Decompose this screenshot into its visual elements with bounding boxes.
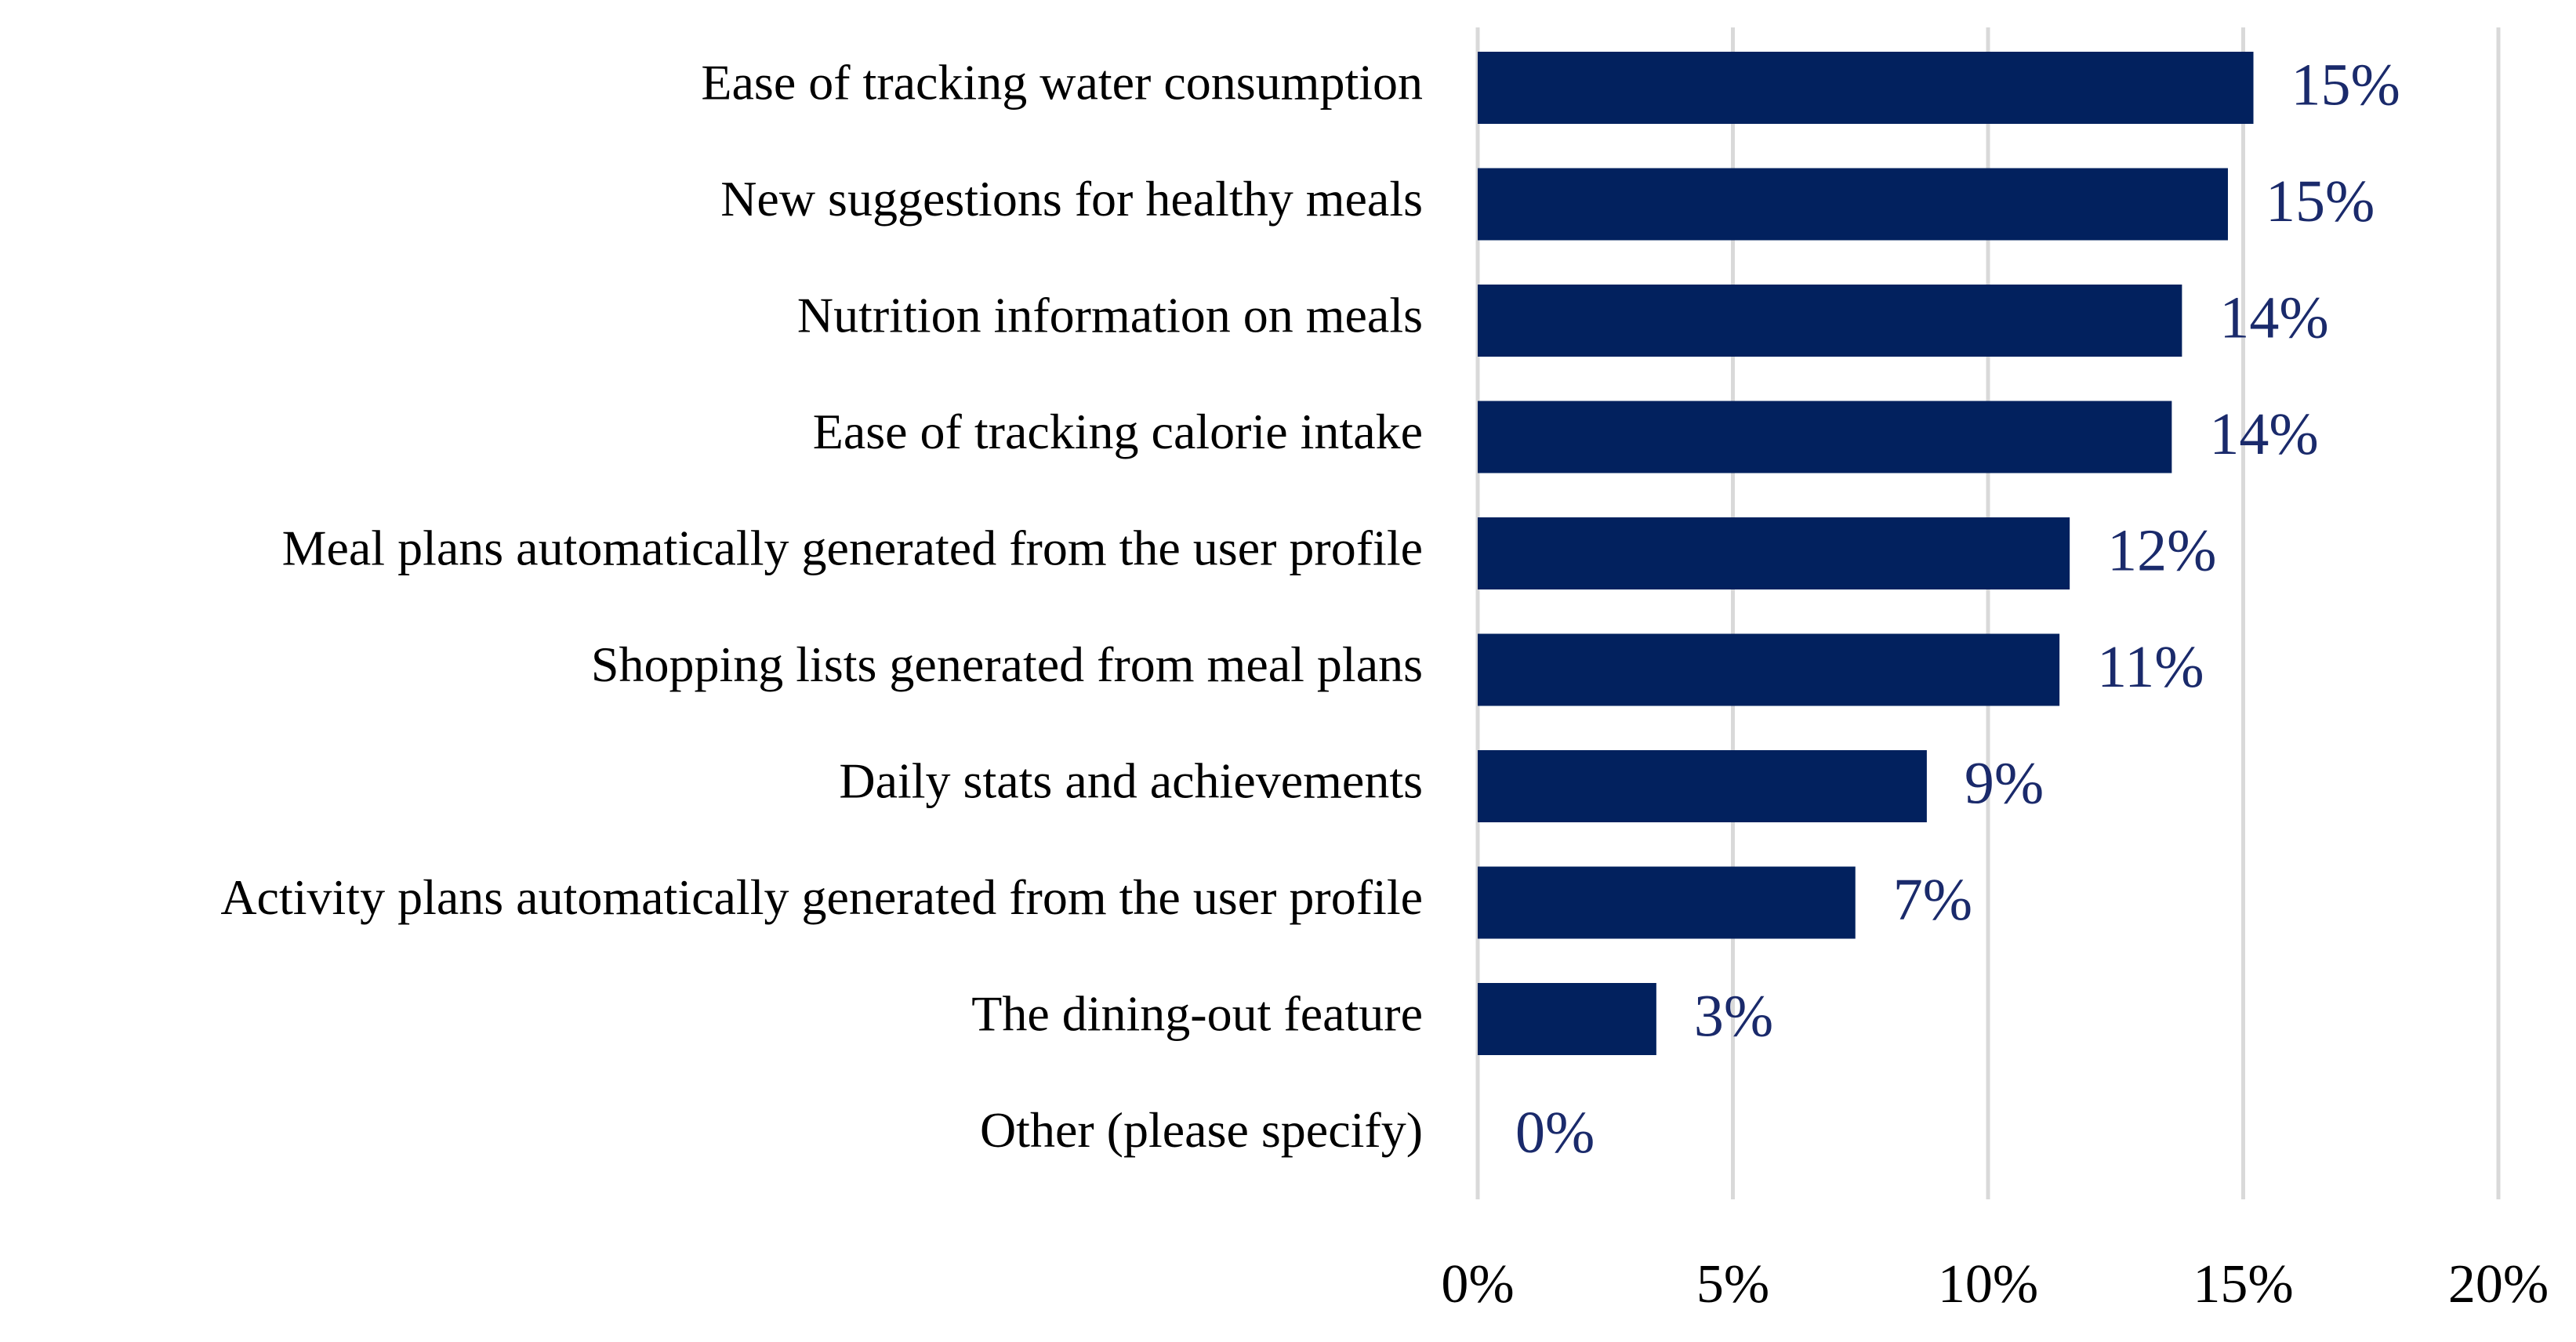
category-label: Meal plans automatically generated from … — [282, 520, 1423, 576]
data-label: 15% — [2291, 52, 2400, 118]
bar — [1478, 401, 2172, 473]
bar — [1478, 866, 1856, 939]
data-label: 11% — [2097, 634, 2204, 700]
bar — [1478, 52, 2254, 124]
bar — [1478, 168, 2228, 241]
x-tick-label: 5% — [1696, 1254, 1769, 1315]
bar — [1478, 633, 2060, 706]
category-labels: Ease of tracking water consumption New su… — [220, 55, 1423, 1159]
data-label: 3% — [1694, 983, 1773, 1049]
data-label: 14% — [2219, 285, 2328, 350]
data-label: 9% — [1965, 750, 2044, 816]
data-labels: 15% 15% 14% 14% 12% 11% 9% 7% 3% 0% — [1515, 52, 2400, 1166]
data-label: 12% — [2107, 517, 2216, 583]
x-tick-label: 10% — [1938, 1254, 2038, 1315]
bar — [1478, 750, 1927, 822]
category-label: New suggestions for healthy meals — [720, 171, 1423, 227]
data-label: 15% — [2266, 169, 2375, 234]
category-label: Ease of tracking water consumption — [701, 55, 1423, 111]
bar — [1478, 983, 1656, 1055]
category-label: Other (please specify) — [980, 1102, 1423, 1158]
bar — [1478, 517, 2070, 589]
data-label: 7% — [1893, 867, 1972, 933]
bars — [1478, 52, 2254, 1055]
x-tick-label: 0% — [1441, 1254, 1514, 1315]
data-label: 14% — [2209, 401, 2318, 467]
category-label: Ease of tracking calorie intake — [813, 404, 1423, 459]
bar — [1478, 285, 2182, 357]
x-tick-label: 15% — [2193, 1254, 2293, 1315]
data-label: 0% — [1515, 1100, 1595, 1166]
x-tick-label: 20% — [2448, 1254, 2549, 1315]
category-label: Nutrition information on meals — [797, 288, 1423, 343]
category-label: Activity plans automatically generated f… — [220, 869, 1423, 925]
category-label: Daily stats and achievements — [839, 753, 1423, 809]
category-label: Shopping lists generated from meal plans — [591, 637, 1423, 692]
category-label: The dining-out feature — [971, 986, 1423, 1042]
x-axis-tick-labels: 0% 5% 10% 15% 20% — [1441, 1254, 2549, 1315]
